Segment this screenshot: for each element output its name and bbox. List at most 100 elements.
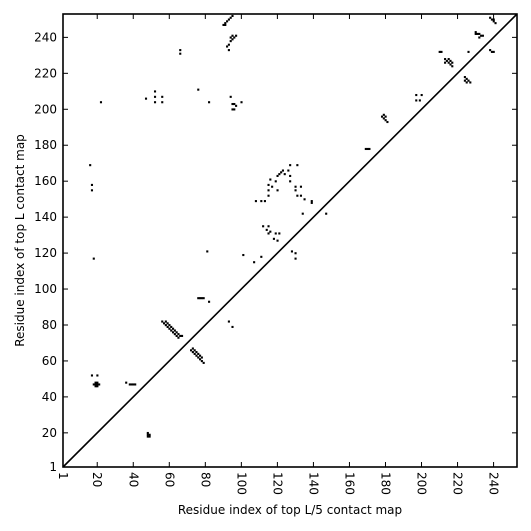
- contact-point: [465, 77, 468, 80]
- contact-point: [280, 171, 283, 174]
- y-tick-label: 120: [34, 246, 57, 260]
- x-tick-label: 20: [90, 472, 104, 487]
- contact-point: [224, 23, 227, 26]
- contact-point: [254, 200, 257, 203]
- contact-point: [478, 32, 481, 35]
- contact-point: [191, 351, 194, 354]
- contact-point: [283, 173, 286, 176]
- y-tick-label: 180: [34, 138, 57, 152]
- contact-point: [294, 189, 297, 192]
- contact-point: [299, 194, 303, 197]
- contact-point: [179, 49, 182, 52]
- contact-point: [227, 43, 230, 46]
- contact-point: [294, 185, 297, 188]
- contact-point: [465, 81, 468, 84]
- x-tick-label: 140: [306, 472, 320, 495]
- contact-point: [267, 232, 270, 235]
- contact-point: [197, 356, 200, 359]
- contact-point: [94, 383, 97, 386]
- contact-point: [231, 14, 234, 17]
- contact-point: [447, 61, 450, 64]
- contact-point: [96, 374, 99, 377]
- contact-point: [386, 120, 389, 124]
- contact-point: [463, 79, 466, 82]
- contact-point: [170, 325, 173, 328]
- contact-point: [233, 108, 236, 111]
- contact-point: [263, 200, 266, 203]
- x-tick-label: 240: [487, 472, 501, 495]
- y-tick-label: 1: [49, 460, 57, 474]
- x-tick-label: 40: [126, 472, 140, 487]
- x-tick-label: 180: [378, 472, 392, 495]
- contact-point: [271, 185, 274, 188]
- contact-point: [206, 250, 209, 253]
- contact-points-layer: [89, 14, 497, 438]
- contact-point: [269, 230, 272, 233]
- contact-point: [175, 334, 178, 337]
- contact-point: [90, 183, 94, 186]
- contact-point: [481, 34, 484, 37]
- contact-point: [153, 90, 157, 93]
- contact-point: [467, 79, 470, 82]
- contact-point: [229, 40, 232, 43]
- contact-point: [415, 99, 418, 102]
- contact-point: [193, 349, 196, 352]
- x-tick-label: 120: [270, 472, 284, 495]
- contact-point: [168, 324, 171, 327]
- contact-point: [161, 320, 164, 323]
- contact-point: [418, 99, 421, 102]
- contact-point: [170, 329, 173, 332]
- contact-point: [289, 174, 292, 177]
- contact-point: [242, 253, 245, 257]
- contact-point: [235, 104, 238, 107]
- contact-point: [267, 225, 270, 228]
- contact-point: [445, 59, 448, 62]
- y-tick-label: 40: [42, 390, 57, 404]
- contact-point: [208, 300, 211, 303]
- contact-point: [179, 52, 182, 55]
- contact-point: [438, 50, 441, 53]
- contact-point: [274, 180, 277, 183]
- contact-point: [98, 383, 101, 386]
- contact-point: [172, 331, 175, 334]
- contact-point: [294, 252, 297, 255]
- contact-point: [447, 58, 450, 61]
- contact-point: [492, 20, 495, 23]
- contact-point: [164, 324, 167, 327]
- contact-point: [301, 212, 304, 215]
- contact-point: [265, 228, 268, 231]
- contact-point: [226, 45, 229, 48]
- contact-point: [199, 354, 202, 357]
- contact-point: [94, 381, 97, 384]
- contact-point: [489, 16, 492, 19]
- contact-point: [226, 20, 229, 23]
- y-tick-label: 80: [42, 318, 57, 332]
- contact-point: [177, 336, 180, 339]
- contact-point: [179, 334, 182, 337]
- contact-point: [478, 36, 481, 39]
- contact-point: [96, 383, 99, 386]
- contact-point: [162, 322, 166, 325]
- contact-point: [489, 49, 492, 52]
- contact-point: [92, 257, 95, 260]
- contact-point: [253, 261, 256, 264]
- contact-point: [202, 361, 205, 364]
- contact-point: [199, 297, 202, 300]
- contact-point: [476, 32, 479, 35]
- contact-point: [224, 22, 227, 25]
- contact-point: [469, 81, 472, 84]
- contact-point: [480, 34, 483, 37]
- contact-point: [168, 327, 171, 330]
- contact-point: [193, 352, 196, 355]
- contact-point: [161, 101, 164, 104]
- contact-point: [267, 194, 270, 197]
- contact-point: [492, 50, 495, 53]
- contact-point: [296, 194, 299, 197]
- contact-point: [227, 49, 230, 52]
- contact-point: [267, 189, 270, 192]
- contact-point: [267, 183, 270, 186]
- y-tick-label: 140: [34, 210, 57, 224]
- contact-point: [415, 93, 418, 97]
- contact-point: [474, 31, 477, 34]
- contact-point: [235, 34, 238, 37]
